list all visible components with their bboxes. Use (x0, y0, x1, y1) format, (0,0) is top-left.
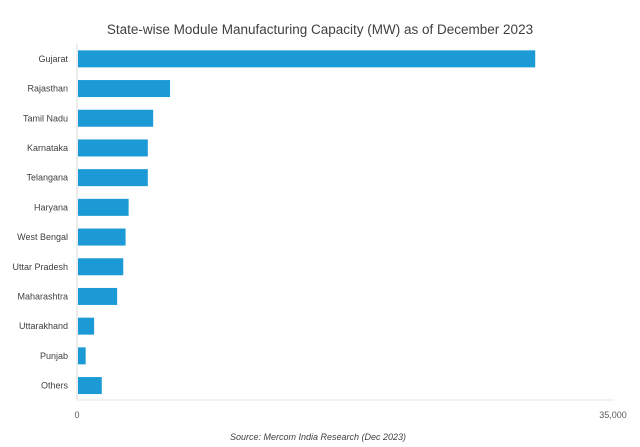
bar-telangana (78, 169, 148, 187)
bar-others (78, 377, 102, 395)
category-label: Haryana (34, 202, 68, 212)
bars-group (78, 50, 536, 395)
category-labels: Gujarat Rajasthan Tamil Nadu Karnataka Telan… (12, 54, 68, 391)
bar-haryana (78, 198, 129, 216)
bar-gujarat (78, 50, 536, 68)
bar-punjab (78, 347, 86, 365)
category-label: Others (41, 381, 69, 391)
bar-uttar-pradesh (78, 258, 124, 276)
category-label: Karnataka (27, 143, 68, 153)
category-label: Uttarakhand (19, 321, 68, 331)
x-tick-label-min: 0 (74, 410, 79, 420)
category-label: Maharashtra (17, 291, 68, 301)
category-label: Tamil Nadu (23, 113, 68, 123)
category-label: Telangana (26, 173, 68, 183)
bar-uttarakhand (78, 317, 95, 335)
bar-karnataka (78, 139, 148, 157)
bar-maharashtra (78, 287, 118, 305)
category-label: Rajasthan (27, 84, 68, 94)
category-label: West Bengal (17, 232, 68, 242)
bar-west-bengal (78, 228, 126, 246)
chart-title: State-wise Module Manufacturing Capacity… (107, 22, 533, 37)
category-label: Punjab (40, 351, 68, 361)
bar-rajasthan (78, 80, 171, 98)
source-note: Source: Mercom India Research (Dec 2023) (230, 432, 406, 442)
category-label: Gujarat (38, 54, 68, 64)
bar-tamil-nadu (78, 109, 154, 127)
x-tick-label-max: 35,000 (599, 410, 627, 420)
category-label: Uttar Pradesh (12, 262, 68, 272)
